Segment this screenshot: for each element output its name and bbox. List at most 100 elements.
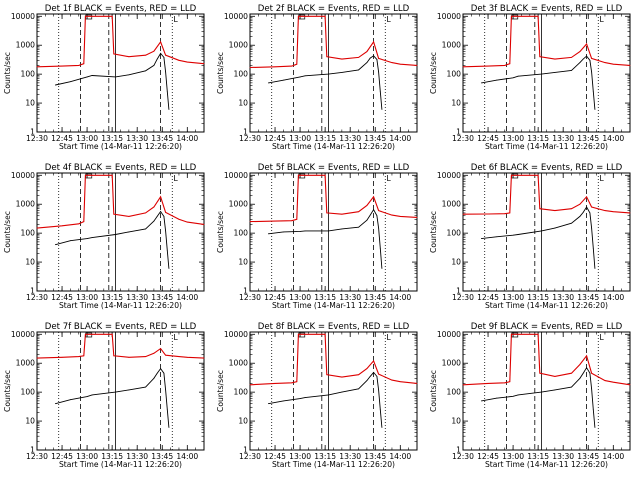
x-tick-label: 13:45 <box>577 134 599 143</box>
y-axis-label: Counts/sec <box>429 211 438 253</box>
x-tick-label: 13:00 <box>289 293 311 302</box>
data-point-lld <box>160 348 161 350</box>
x-tick-label: 13:00 <box>502 452 524 461</box>
data-point-lld <box>554 210 556 212</box>
x-tick-label: 13:45 <box>151 293 173 302</box>
data-point-events <box>594 109 596 110</box>
x-tick-label: 12:30 <box>26 134 48 143</box>
data-point-lld <box>160 41 161 43</box>
data-point-events <box>168 268 170 269</box>
data-point-events <box>299 230 301 232</box>
top-L-marker: L <box>599 174 604 183</box>
data-point-lld <box>612 381 614 383</box>
data-point-events <box>579 377 581 379</box>
data-point-events <box>554 389 556 391</box>
data-point-events <box>512 77 514 79</box>
data-point-events <box>496 397 497 399</box>
data-point-events <box>283 400 284 402</box>
plot-frame <box>36 172 205 292</box>
data-point-lld <box>612 63 614 65</box>
data-point-lld <box>511 333 512 335</box>
data-point-events <box>358 226 359 228</box>
x-tick-label: 12:45 <box>51 452 73 461</box>
series-lld-line <box>462 15 631 68</box>
y-axis-label: Counts/sec <box>216 52 225 94</box>
x-tick-label: 13:30 <box>552 134 574 143</box>
top-box-marker <box>85 332 93 338</box>
x-axis-label: Start Time (14-Mar-11 12:26:20) <box>485 460 608 469</box>
y-tick-label: 10000 <box>224 171 248 180</box>
data-point-lld <box>554 376 556 377</box>
data-point-lld <box>579 364 581 365</box>
data-point-events <box>153 220 155 222</box>
data-point-events <box>128 231 130 233</box>
top-L-marker: L <box>599 15 604 24</box>
data-point-lld <box>509 63 511 65</box>
data-point-lld <box>378 210 379 212</box>
data-point-events <box>480 82 482 84</box>
y-tick-label: 100 <box>21 388 36 397</box>
plot-frame <box>462 13 631 133</box>
panel-title: Det 5f BLACK = Events, RED = LLD <box>258 163 410 173</box>
data-point-lld <box>274 383 276 384</box>
series-lld-line <box>36 174 205 229</box>
data-point-events <box>589 59 591 61</box>
y-tick-label: 100 <box>234 70 249 79</box>
data-point-lld <box>539 372 541 374</box>
data-point-lld <box>591 372 592 374</box>
x-tick-label: 13:15 <box>101 134 123 143</box>
x-tick-label: 12:30 <box>26 293 48 302</box>
data-point-events <box>54 84 56 86</box>
data-point-lld <box>579 203 581 205</box>
x-tick-label: 14:00 <box>602 293 624 302</box>
series-lld-line <box>462 174 631 215</box>
x-tick-label: 13:15 <box>314 134 336 143</box>
panel-title: Det 7f BLACK = Events, RED = LLD <box>45 322 197 332</box>
data-point-lld <box>366 205 368 206</box>
x-tick-label: 13:00 <box>289 134 311 143</box>
data-point-lld <box>487 383 489 384</box>
y-tick-label: 1000 <box>442 41 461 50</box>
data-point-lld <box>604 380 606 382</box>
data-point-events <box>115 391 116 393</box>
panel-det-7: Det 7f BLACK = Events, RED = LLD 1 10 100 10… <box>3 322 205 469</box>
data-point-lld <box>111 174 113 176</box>
y-axis-label: Counts/sec <box>3 370 12 412</box>
data-point-events <box>366 219 368 221</box>
data-point-lld <box>586 196 587 198</box>
data-point-events <box>341 228 343 230</box>
y-tick-label: 1 <box>456 446 461 455</box>
y-axis-label: Counts/sec <box>216 211 225 253</box>
data-point-lld <box>111 15 113 17</box>
data-point-lld <box>165 212 166 213</box>
x-tick-label: 12:30 <box>452 293 474 302</box>
x-tick-label: 13:45 <box>364 293 386 302</box>
y-tick-label: 10 <box>238 417 248 426</box>
y-tick-label: 1 <box>30 128 35 137</box>
y-tick-label: 10000 <box>11 330 35 339</box>
data-point-lld <box>178 218 180 220</box>
data-point-lld <box>358 211 359 213</box>
plot-frame <box>249 13 418 133</box>
data-point-events <box>369 376 371 377</box>
top-L-marker: L <box>173 333 178 342</box>
x-tick-label: 13:30 <box>126 134 148 143</box>
data-point-events <box>54 244 56 246</box>
data-point-lld <box>85 333 86 335</box>
data-point-lld <box>296 218 298 220</box>
x-tick-label: 13:45 <box>151 452 173 461</box>
y-tick-label: 10 <box>451 258 461 267</box>
data-point-events <box>378 389 379 391</box>
data-point-events <box>163 215 165 217</box>
data-point-events <box>379 409 381 410</box>
data-point-lld <box>153 352 155 354</box>
data-point-lld <box>554 58 556 60</box>
x-tick-label: 14:00 <box>389 293 411 302</box>
data-point-lld <box>373 360 374 362</box>
y-tick-label: 1 <box>243 128 248 137</box>
top-box-marker <box>298 173 306 179</box>
data-point-events <box>512 395 514 397</box>
data-point-lld <box>186 61 188 63</box>
data-point-lld <box>298 174 299 176</box>
data-point-lld <box>591 206 592 208</box>
